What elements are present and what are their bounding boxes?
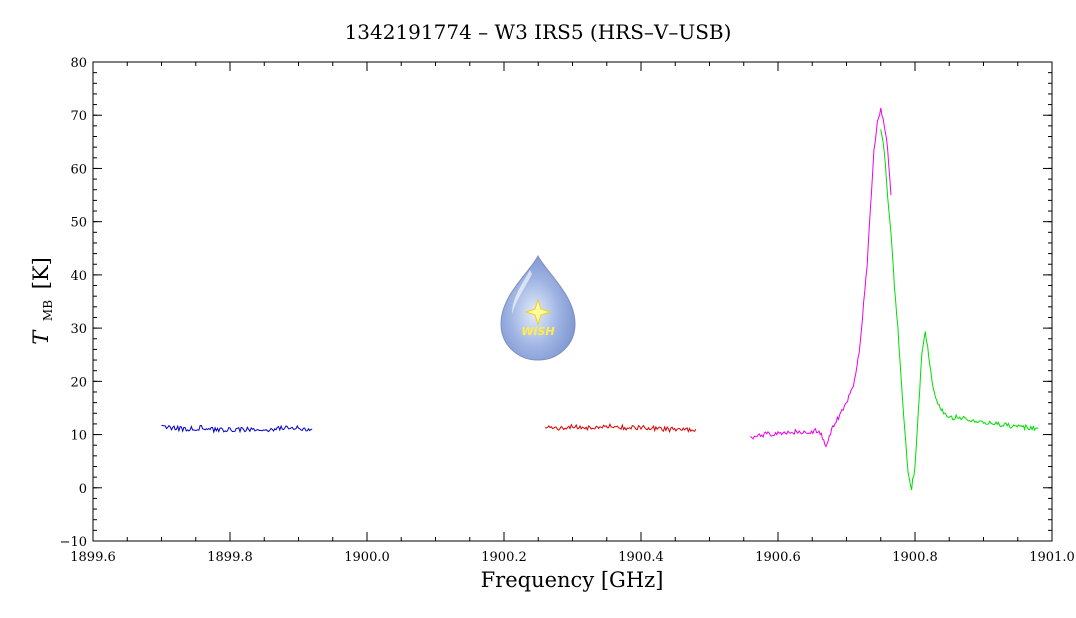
y-axis-ticks: −10 0 10 20 30 40 50 60 70 80 xyxy=(60,56,1052,550)
x-tick-label: 1899.8 xyxy=(207,550,253,565)
spectrum-line xyxy=(545,422,697,434)
y-tick-label: 60 xyxy=(70,162,87,177)
y-tick-label: 50 xyxy=(70,216,87,231)
data-series xyxy=(161,107,1039,491)
wish-logo: WISH xyxy=(500,254,576,361)
logo-text: WISH xyxy=(521,325,554,338)
x-tick-label: 1900.8 xyxy=(892,550,938,565)
x-tick-label: 1900.6 xyxy=(755,550,801,565)
spectrum-line xyxy=(880,129,1039,491)
y-tick-label: −10 xyxy=(60,535,87,550)
x-tick-label: 1900.2 xyxy=(481,550,527,565)
y-axis-subscript: MB xyxy=(41,300,55,321)
y-tick-label: 80 xyxy=(70,56,87,71)
x-tick-label: 1900.0 xyxy=(344,550,390,565)
y-tick-label: 20 xyxy=(70,375,87,390)
chart-title: 1342191774 – W3 IRS5 (HRS–V–USB) xyxy=(345,20,732,44)
y-axis-label: T MB [K] xyxy=(29,257,57,345)
x-axis-ticks: 1899.6 1899.8 1900.0 1900.2 1900.4 1900.6 1900… xyxy=(70,62,1075,565)
y-tick-label: 40 xyxy=(70,269,87,284)
svg-text:T MB [K]: T MB [K] xyxy=(29,257,57,345)
y-tick-label: 10 xyxy=(70,429,87,444)
y-tick-label: 30 xyxy=(70,322,87,337)
x-axis-label: Frequency [GHz] xyxy=(481,568,664,592)
x-tick-label: 1901.0 xyxy=(1029,550,1075,565)
spectrum-line xyxy=(161,424,313,434)
star-icon xyxy=(524,298,552,326)
y-tick-label: 0 xyxy=(79,482,87,497)
x-tick-label: 1899.6 xyxy=(70,550,116,565)
spectrum-line xyxy=(750,107,892,448)
x-tick-label: 1900.4 xyxy=(618,550,664,565)
y-axis-unit: [K] xyxy=(29,257,53,289)
y-tick-label: 70 xyxy=(70,109,87,124)
y-axis-symbol: T xyxy=(29,329,53,345)
